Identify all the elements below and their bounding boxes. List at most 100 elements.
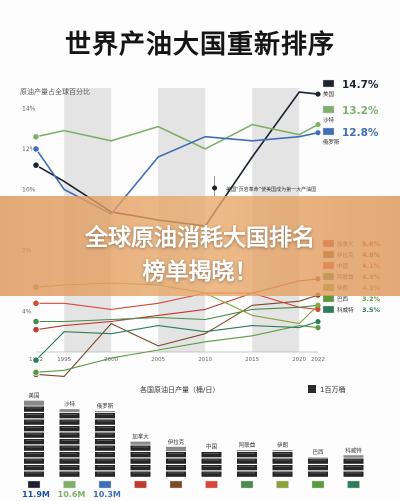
bar-unit-block <box>130 465 151 471</box>
bar-unit-stripe <box>203 453 220 454</box>
bar-unit-stripe <box>274 466 291 467</box>
x-tick-label: 2005 <box>151 357 165 363</box>
bar-unit-stripe <box>239 459 255 461</box>
headline-banner <box>0 196 400 296</box>
country-flag-icon <box>322 294 335 303</box>
bar-unit-stripe <box>132 446 149 448</box>
bar-unit-block <box>272 452 293 458</box>
series-end-marker <box>315 302 321 308</box>
series-start-marker <box>32 145 40 153</box>
bar-unit-stripe <box>274 453 291 454</box>
bar-unit-block <box>59 445 80 451</box>
bar-unit-stripe <box>168 466 184 467</box>
bar-unit-stripe <box>97 446 113 448</box>
bar-unit-stripe <box>61 459 78 461</box>
headline-line-1: 全球原油消耗大国排名 <box>85 225 315 251</box>
bar-unit-block <box>24 426 44 432</box>
series-value-label: 3.2% <box>362 295 381 303</box>
bar-unit-block <box>343 458 364 464</box>
bar-unit-block <box>24 458 44 464</box>
series-line <box>36 304 319 323</box>
bar-unit-block <box>166 471 186 477</box>
bar-value-label: 11.9M <box>22 490 50 499</box>
country-flag-icon <box>63 480 76 489</box>
bar-unit-block <box>95 465 115 471</box>
bar-partial-block <box>59 409 80 413</box>
headline-line-2: 榜单揭晓！ <box>142 259 258 285</box>
series-name-label: 俄罗斯 <box>323 138 340 146</box>
series-start-marker <box>32 326 40 334</box>
bar-partial-block <box>308 457 328 458</box>
bar-unit-block <box>130 452 151 458</box>
bar-unit-block <box>24 471 44 477</box>
y-tick-label: 12% <box>22 146 36 153</box>
series-line <box>35 294 319 377</box>
bar-unit-block <box>24 465 44 471</box>
bar-unit-stripe <box>26 414 42 415</box>
bar-unit-block <box>308 458 328 464</box>
bar-unit-block <box>24 445 44 451</box>
bar-unit-stripe <box>97 453 113 454</box>
bar-unit-block <box>24 413 44 419</box>
bar-unit-block <box>201 465 222 471</box>
bar-unit-stripe <box>132 472 149 474</box>
bar-unit-stripe <box>26 446 42 448</box>
bar-unit-block <box>59 426 80 432</box>
y-tick-label: 4% <box>22 308 32 315</box>
bar-unit-stripe <box>310 459 326 461</box>
series-name-label: 巴西 <box>337 296 349 303</box>
country-flag-icon <box>169 480 183 489</box>
series-end-marker <box>315 91 321 97</box>
bar-category-label: 阿联酋 <box>239 441 256 449</box>
series-start-marker <box>32 368 40 376</box>
bar-unit-stripe <box>345 466 362 467</box>
x-tick-label: 2015 <box>245 357 259 363</box>
bar-partial-block <box>343 455 364 458</box>
bar-unit-block <box>308 465 328 471</box>
bar-unit-block <box>272 471 293 477</box>
bar-unit-stripe <box>97 459 113 461</box>
bar-unit-stripe <box>97 466 113 467</box>
x-tick-label: 2000 <box>104 357 118 363</box>
bar-unit-stripe <box>274 459 291 461</box>
bar-unit-block <box>201 471 222 477</box>
bar-unit-block <box>59 458 80 464</box>
bar-unit-stripe <box>97 420 113 422</box>
bar-unit-block <box>237 465 257 471</box>
series-start-marker <box>32 299 40 307</box>
bar-unit-stripe <box>26 459 42 461</box>
series-line <box>35 320 319 361</box>
chart-annotation: 美国“页岩革命”使美国成为第一大产油国 <box>226 186 316 193</box>
series-start-marker <box>32 356 40 364</box>
bar-unit-block <box>166 452 186 458</box>
bar-unit-stripe <box>310 472 326 474</box>
bar-unit-stripe <box>26 440 42 441</box>
bar-unit-block <box>272 465 293 471</box>
series-start-marker <box>32 133 40 141</box>
legend-swatch <box>308 385 316 393</box>
bar-unit-stripe <box>61 466 78 467</box>
series-end-marker <box>315 318 321 325</box>
bar-unit-block <box>95 413 115 419</box>
bar-unit-block <box>59 419 80 425</box>
bar-unit-block <box>343 471 364 477</box>
bar-unit-stripe <box>97 440 113 441</box>
series-start-marker <box>32 161 40 169</box>
bar-category-label: 加拿大 <box>132 433 149 441</box>
series-name-label: 美国 <box>323 90 335 98</box>
bar-category-label: 沙特 <box>64 400 76 408</box>
bar-partial-block <box>166 446 186 452</box>
bar-unit-block <box>95 432 115 438</box>
series-end-marker <box>315 130 321 136</box>
bar-category-label: 中国 <box>206 442 218 450</box>
bar-category-label: 科威特 <box>345 446 362 454</box>
bar-unit-block <box>24 406 44 412</box>
bar-unit-block <box>59 471 80 477</box>
country-flag-icon <box>322 127 335 136</box>
bar-unit-block <box>24 419 44 425</box>
bar-unit-stripe <box>132 453 149 454</box>
bar-unit-block <box>237 452 257 458</box>
bar-unit-stripe <box>97 414 113 415</box>
bar-unit-stripe <box>168 472 184 474</box>
bar-unit-stripe <box>26 407 42 409</box>
